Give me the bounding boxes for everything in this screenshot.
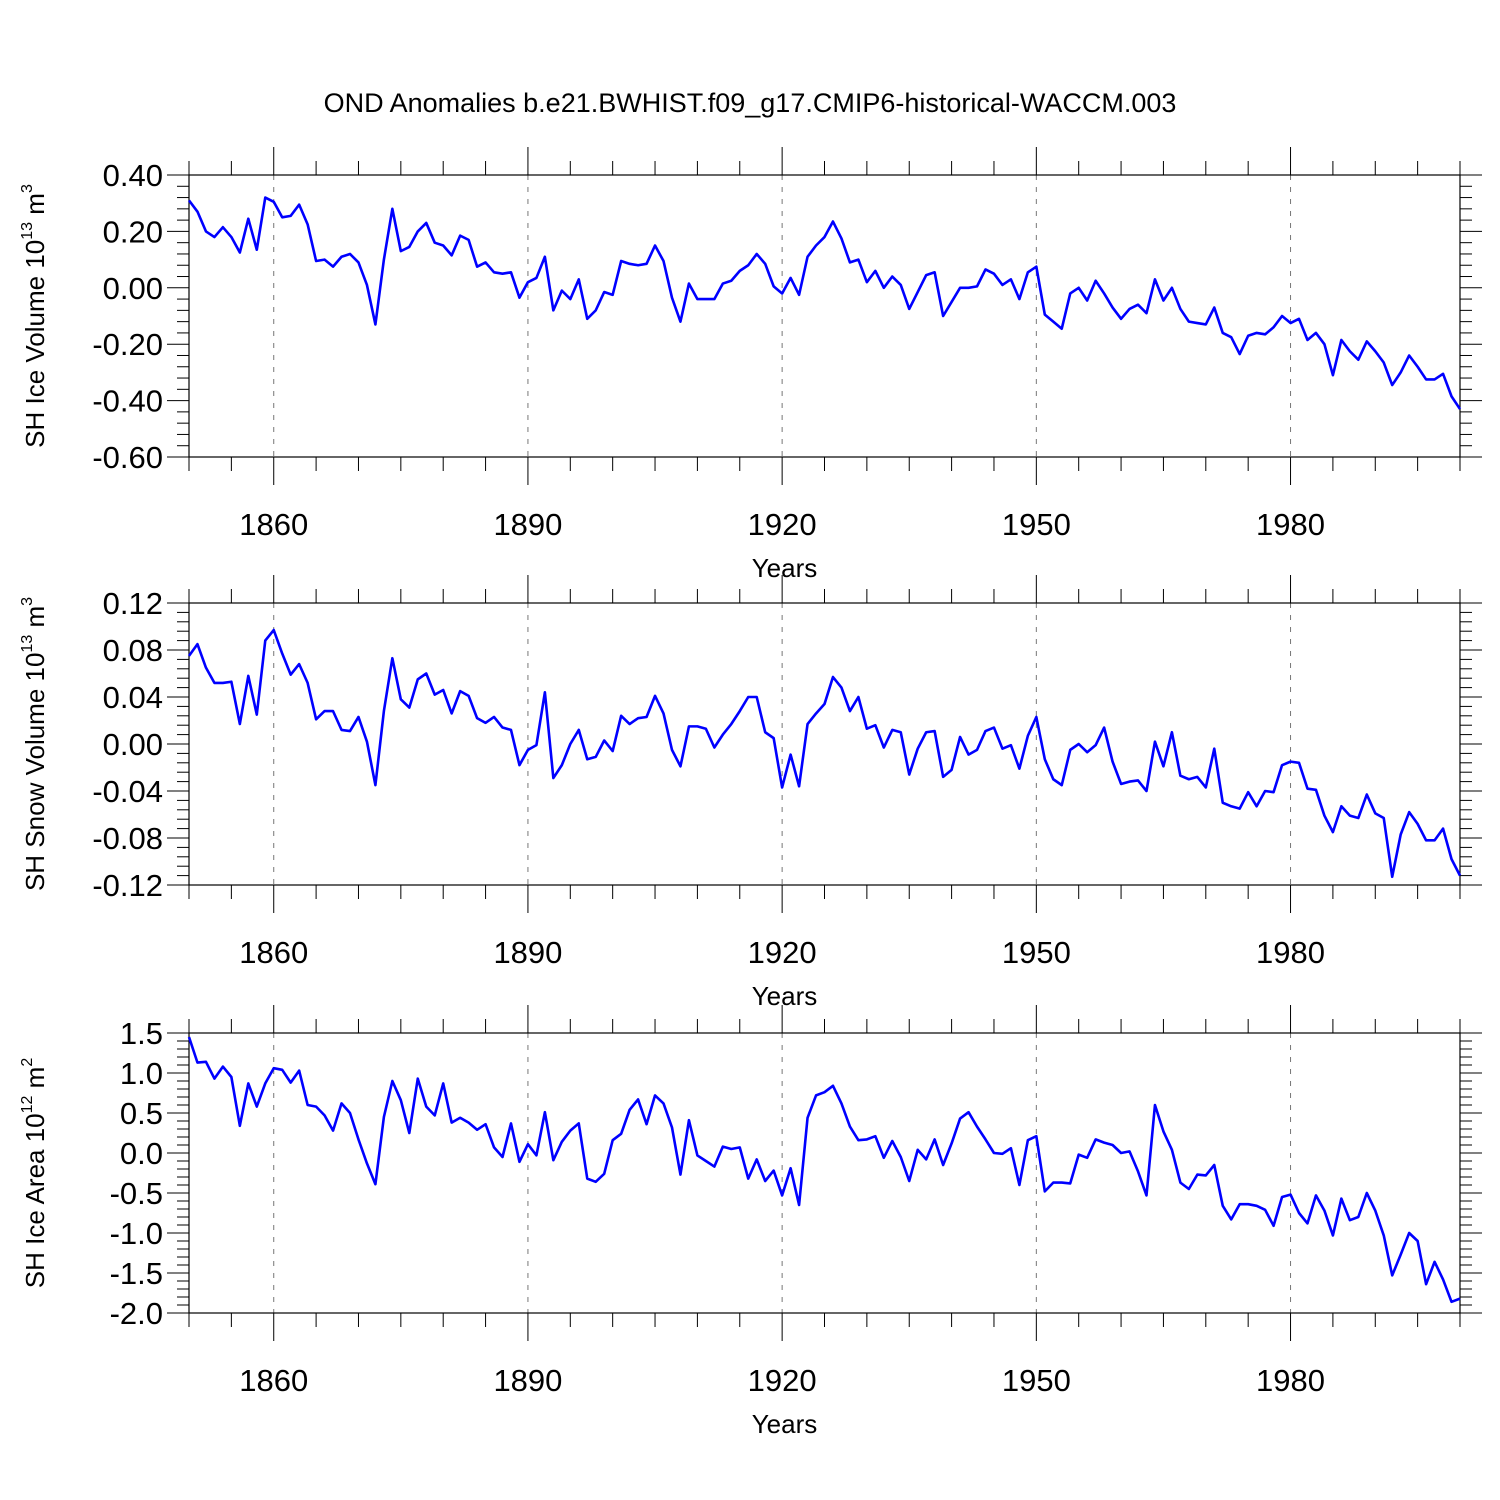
y-label-exponent: 13	[19, 635, 36, 653]
series-line	[187, 1036, 1461, 1304]
y-label-unit-exponent: 3	[19, 597, 36, 606]
plot-frame	[188, 1032, 1461, 1314]
x-tick-label: 1980	[1256, 507, 1325, 542]
y-tick-label: 0.40	[103, 158, 163, 193]
y-label-unit-exponent: 3	[19, 184, 36, 193]
y-tick-label: -2.0	[110, 1296, 163, 1331]
panel-2: 1860 1890 1920 1950 1980 0.12 0.08 0.04 0.00 -0.0…	[19, 575, 1482, 1011]
y-tick-label: -0.60	[92, 440, 163, 475]
y-tick-label: 0.5	[120, 1096, 163, 1131]
y-label-unit: m	[20, 193, 50, 222]
x-tick-label: 1980	[1256, 935, 1325, 970]
y-tick-label: 0.08	[103, 633, 163, 668]
x-tick-label: 1860	[239, 1363, 308, 1398]
x-tick-label: 1860	[239, 507, 308, 542]
y-tick-label: -0.08	[92, 821, 163, 856]
y-label-unit-exponent: 2	[19, 1058, 36, 1067]
y-tick-label: 1.0	[120, 1056, 163, 1091]
y-axis-label: SH Ice Volume 1013 m3	[19, 184, 50, 448]
series-line	[187, 628, 1462, 879]
series-line	[187, 196, 1462, 410]
x-tick-label: 1890	[493, 507, 562, 542]
x-tick-label: 1980	[1256, 1363, 1325, 1398]
y-tick-label: 0.04	[103, 680, 163, 715]
y-tick-label: -1.0	[110, 1216, 163, 1251]
x-axis-label: Years	[752, 1409, 818, 1439]
y-tick-label: -0.12	[92, 868, 163, 903]
y-label-unit: m	[20, 1067, 50, 1096]
y-tick-label: -0.40	[92, 384, 163, 419]
panel-1: 1860 1890 1920 1950 1980 0.40 0.20 0.00 -0.20 -0.…	[19, 147, 1482, 583]
y-label-unit: m	[20, 606, 50, 635]
panel-3: 1860 1890 1920 1950 1980 1.5 1.0 0.5 0.0 -0.5 -1.0…	[19, 1005, 1482, 1439]
y-tick-label: 0.0	[120, 1136, 163, 1171]
x-tick-label: 1920	[748, 935, 817, 970]
y-label-text: SH Ice Area 10	[20, 1113, 50, 1288]
x-tick-label: 1860	[239, 935, 308, 970]
y-label-text: SH Snow Volume 10	[20, 653, 50, 891]
y-tick-label: -0.5	[110, 1176, 163, 1211]
plot-frame	[188, 174, 1461, 458]
x-tick-label: 1920	[748, 1363, 817, 1398]
y-tick-label: 0.20	[103, 214, 163, 249]
y-axis-label: SH Snow Volume 1013 m3	[19, 597, 50, 891]
y-tick-label: -0.04	[92, 774, 163, 809]
y-label-text: SH Ice Volume 10	[20, 240, 50, 448]
x-tick-label: 1950	[1002, 1363, 1071, 1398]
y-label-exponent: 13	[19, 222, 36, 240]
y-axis-label: SH Ice Area 1012 m2	[19, 1058, 50, 1289]
y-tick-label: 0.12	[103, 586, 163, 621]
chart-title: OND Anomalies b.e21.BWHIST.f09_g17.CMIP6…	[324, 88, 1177, 118]
y-tick-label: 0.00	[103, 271, 163, 306]
y-tick-label: -0.20	[92, 327, 163, 362]
x-tick-label: 1890	[493, 1363, 562, 1398]
x-tick-label: 1950	[1002, 507, 1071, 542]
y-label-exponent: 12	[19, 1095, 36, 1113]
y-tick-label: 0.00	[103, 727, 163, 762]
y-tick-label: 1.5	[120, 1016, 163, 1051]
x-tick-label: 1920	[748, 507, 817, 542]
y-tick-label: -1.5	[110, 1256, 163, 1291]
x-axis-label: Years	[752, 553, 818, 583]
x-tick-label: 1950	[1002, 935, 1071, 970]
x-axis-label: Years	[752, 981, 818, 1011]
x-tick-label: 1890	[493, 935, 562, 970]
